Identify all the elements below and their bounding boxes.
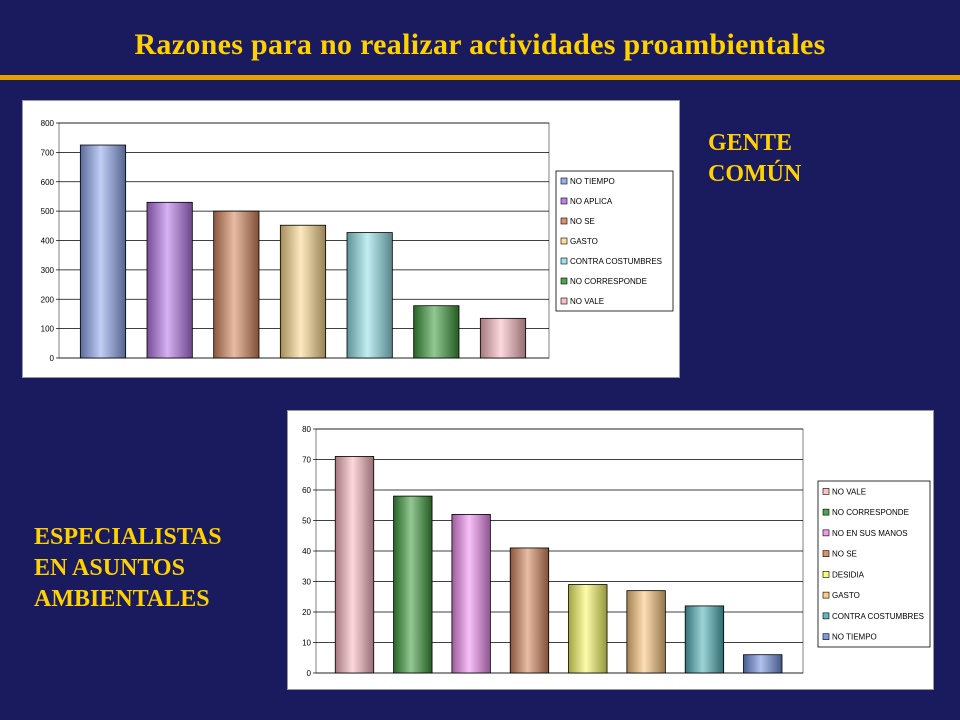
y-tick-label: 200 — [41, 295, 55, 304]
legend-swatch — [560, 277, 568, 285]
legend-swatch — [822, 508, 830, 516]
legend-swatch — [822, 612, 830, 620]
legend-swatch — [822, 488, 830, 495]
y-tick-label: 60 — [302, 486, 311, 495]
y-tick-label: 20 — [302, 608, 311, 617]
bar-no-vale — [334, 456, 375, 674]
chart-gente-comun: 0 100 200 300 400 500 600 700 800 NO TIEMPO NO APL… — [22, 100, 680, 378]
legend-label: DESIDIA — [832, 570, 865, 579]
y-tick-label: 700 — [41, 148, 55, 157]
bar-gasto — [626, 590, 666, 674]
label-especialistas: ESPECIALISTAS EN ASUNTOS AMBIENTALES — [34, 524, 222, 612]
bar-no-vale — [479, 317, 527, 359]
bar-contra-costumbres — [684, 605, 725, 674]
legend-label: CONTRA COSTUMBRES — [832, 612, 924, 621]
y-tick-label: 0 — [307, 669, 312, 678]
y-tick-label: 50 — [302, 517, 311, 526]
bar-no-tiempo — [743, 654, 783, 674]
chart-gente-comun-svg: 0 100 200 300 400 500 600 700 800 NO TIEMPO NO APL… — [41, 119, 674, 363]
y-tick-label: 100 — [41, 325, 55, 334]
y-tick-label: 10 — [302, 639, 311, 648]
legend-label: CONTRA COSTUMBRES — [570, 257, 662, 266]
legend-label: NO TIEMPO — [832, 633, 877, 642]
legend-label: NO CORRESPONDE — [570, 277, 647, 286]
legend-swatch — [560, 237, 568, 245]
legend-swatch — [560, 217, 568, 225]
legend-swatch — [560, 177, 568, 185]
legend-label: NO VALE — [832, 487, 866, 496]
legend-box — [817, 480, 931, 648]
legend-swatch — [822, 529, 830, 537]
legend-label: NO EN SUS MANOS — [832, 529, 908, 538]
legend-label: NO VALE — [570, 297, 604, 306]
y-tick-label: 40 — [302, 547, 311, 556]
y-tick-label: 30 — [302, 578, 311, 587]
legend-swatch — [822, 571, 830, 578]
legend-label: GASTO — [832, 591, 860, 600]
bar-contra-costumbres — [346, 232, 393, 359]
chart-especialistas-svg: 0 10 20 30 40 50 60 70 80 NO VALE NO CORRESPONDE NO… — [302, 425, 931, 678]
legend-swatch — [822, 633, 830, 640]
legend-label: NO SE — [832, 550, 857, 559]
legend-label: GASTO — [570, 237, 598, 246]
bar-no-en-sus-manos — [451, 514, 491, 674]
legend-label: NO CORRESPONDE — [832, 508, 909, 517]
y-tick-label: 80 — [302, 425, 311, 434]
page-title: Razones para no realizar actividades pro… — [134, 28, 826, 61]
legend-box — [555, 170, 674, 312]
bar-no-corresponde — [393, 495, 433, 674]
bar-gasto — [279, 224, 327, 359]
legend-label: NO APLICA — [570, 197, 613, 206]
legend-swatch — [560, 197, 568, 205]
title-underline — [0, 75, 960, 80]
y-tick-label: 400 — [41, 237, 55, 246]
y-tick-label: 500 — [41, 207, 55, 216]
bar-no-se — [509, 547, 550, 674]
legend-swatch — [560, 257, 568, 265]
legend-label: NO SE — [570, 217, 595, 226]
legend-swatch — [822, 591, 830, 599]
y-tick-label: 600 — [41, 178, 55, 187]
bar-no-aplica — [146, 201, 193, 359]
legend-swatch — [560, 297, 568, 305]
bar-no-se — [213, 210, 260, 359]
bar-desidia — [568, 584, 608, 674]
bar-no-corresponde — [413, 305, 460, 359]
chart-especialistas: 0 10 20 30 40 50 60 70 80 NO VALE NO CORRESPONDE NO… — [287, 410, 934, 690]
y-tick-label: 800 — [41, 119, 55, 128]
y-tick-label: 70 — [302, 456, 311, 465]
bar-no-tiempo — [79, 144, 127, 359]
legend-label: NO TIEMPO — [570, 177, 615, 186]
label-gente-comun: GENTE COMÚN — [708, 130, 802, 187]
legend-swatch — [822, 550, 830, 557]
y-tick-label: 0 — [50, 354, 55, 363]
y-tick-label: 300 — [41, 266, 55, 275]
